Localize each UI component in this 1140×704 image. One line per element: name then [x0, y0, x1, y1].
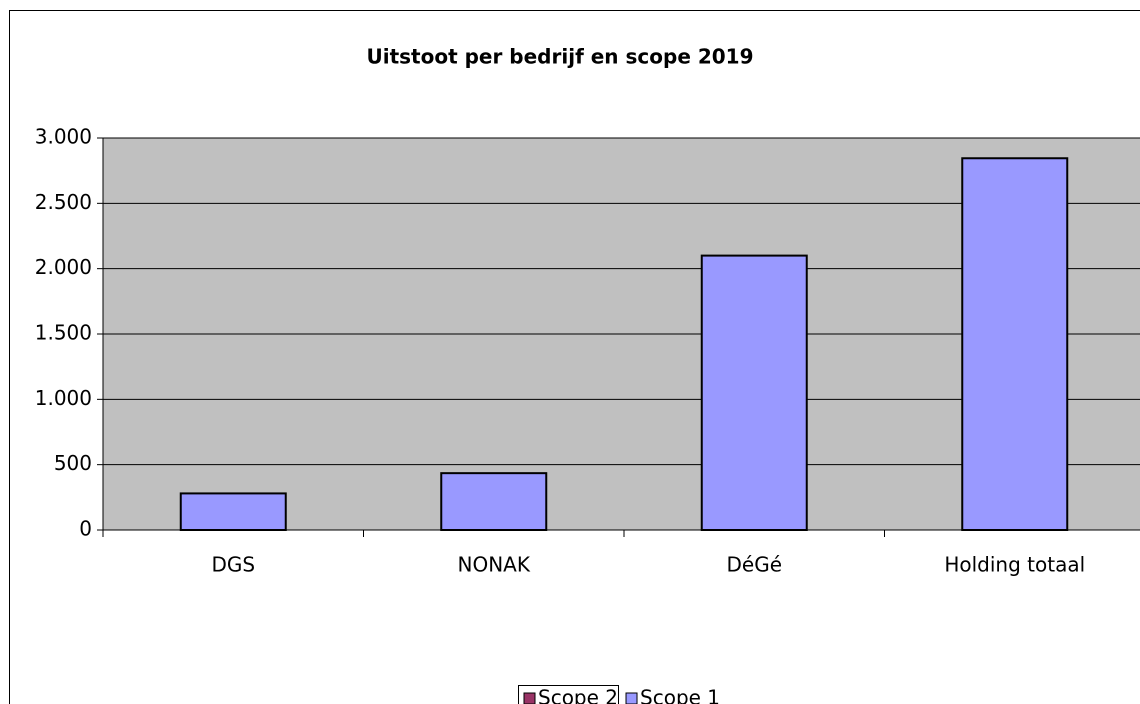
- legend-swatch: [625, 692, 638, 704]
- x-tick-label: NONAK: [458, 553, 531, 577]
- legend-label: Scope 1: [640, 686, 720, 704]
- y-tick-label: 2.500: [35, 190, 92, 214]
- bar-segment: [179, 492, 287, 531]
- bar-segment: [700, 254, 808, 531]
- bar-segment: [961, 157, 1069, 531]
- bar-segment: [440, 472, 548, 532]
- y-tick-label: 2.000: [35, 255, 92, 279]
- chart-title: Uitstoot per bedrijf en scope 2019: [366, 45, 753, 69]
- y-tick-label: 0: [79, 517, 92, 541]
- legend-label: Scope 2: [538, 686, 618, 704]
- y-tick-label: 1.500: [35, 321, 92, 345]
- y-tick-label: 1.000: [35, 386, 92, 410]
- legend-swatch: [523, 692, 536, 704]
- x-tick-label: DéGé: [726, 553, 782, 577]
- y-tick-label: 3.000: [35, 125, 92, 149]
- legend-box: [518, 685, 619, 704]
- x-tick-label: DGS: [211, 553, 255, 577]
- x-tick-label: Holding totaal: [944, 553, 1085, 577]
- y-tick-label: 500: [54, 451, 92, 475]
